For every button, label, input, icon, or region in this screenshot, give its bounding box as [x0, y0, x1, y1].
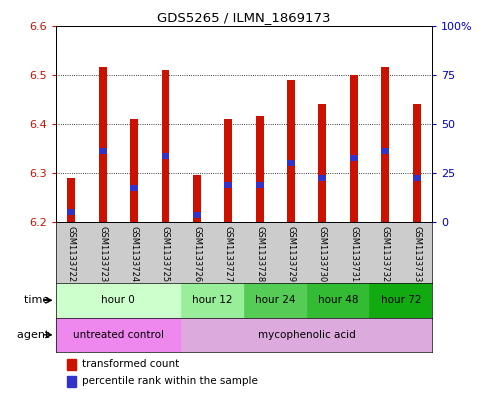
- Bar: [318, 175, 327, 181]
- Bar: [67, 209, 75, 215]
- Text: time: time: [24, 295, 53, 305]
- Text: hour 48: hour 48: [318, 295, 358, 305]
- Text: agent: agent: [17, 330, 53, 340]
- Bar: [318, 104, 327, 222]
- Bar: [161, 153, 170, 159]
- Bar: [381, 67, 389, 222]
- Text: GSM1133730: GSM1133730: [318, 226, 327, 283]
- Bar: [412, 104, 421, 222]
- Text: GSM1133724: GSM1133724: [129, 226, 139, 283]
- Bar: [244, 283, 307, 318]
- Text: GSM1133725: GSM1133725: [161, 226, 170, 283]
- Bar: [181, 283, 244, 318]
- Text: GSM1133731: GSM1133731: [349, 226, 358, 283]
- Bar: [67, 358, 76, 370]
- Bar: [381, 148, 389, 154]
- Bar: [287, 79, 295, 222]
- Text: GSM1133728: GSM1133728: [255, 226, 264, 283]
- Bar: [224, 182, 232, 188]
- Bar: [193, 175, 201, 222]
- Text: percentile rank within the sample: percentile rank within the sample: [82, 376, 258, 386]
- Bar: [99, 148, 107, 154]
- Bar: [67, 376, 76, 387]
- Bar: [224, 119, 232, 222]
- Bar: [56, 318, 181, 352]
- Text: hour 24: hour 24: [255, 295, 296, 305]
- Bar: [181, 318, 432, 352]
- Bar: [130, 119, 138, 222]
- Text: hour 12: hour 12: [192, 295, 233, 305]
- Bar: [256, 182, 264, 188]
- Bar: [256, 116, 264, 222]
- Text: transformed count: transformed count: [82, 359, 179, 369]
- Text: mycophenolic acid: mycophenolic acid: [258, 330, 355, 340]
- Text: GSM1133723: GSM1133723: [98, 226, 107, 283]
- Text: GSM1133726: GSM1133726: [192, 226, 201, 283]
- Text: GSM1133732: GSM1133732: [381, 226, 390, 283]
- Text: GSM1133727: GSM1133727: [224, 226, 233, 283]
- Bar: [412, 175, 421, 181]
- Bar: [350, 155, 358, 161]
- Bar: [287, 160, 295, 166]
- Bar: [130, 185, 138, 191]
- Bar: [307, 283, 369, 318]
- Text: untreated control: untreated control: [73, 330, 164, 340]
- Bar: [67, 178, 75, 222]
- Bar: [161, 70, 170, 222]
- Title: GDS5265 / ILMN_1869173: GDS5265 / ILMN_1869173: [157, 11, 331, 24]
- Text: hour 0: hour 0: [101, 295, 135, 305]
- Bar: [99, 67, 107, 222]
- Text: GSM1133722: GSM1133722: [67, 226, 76, 283]
- Text: hour 72: hour 72: [381, 295, 421, 305]
- Bar: [56, 283, 181, 318]
- Bar: [369, 283, 432, 318]
- Bar: [350, 75, 358, 222]
- Bar: [193, 212, 201, 218]
- Text: GSM1133733: GSM1133733: [412, 226, 421, 283]
- Text: GSM1133729: GSM1133729: [286, 226, 296, 283]
